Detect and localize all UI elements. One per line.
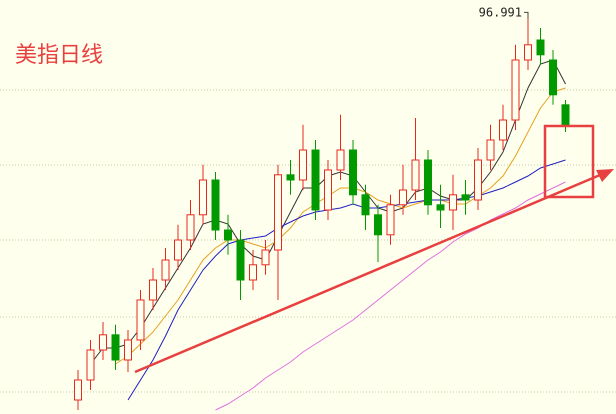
- candle: [111, 324, 120, 370]
- candle-body: [199, 179, 207, 216]
- candle: [436, 184, 445, 228]
- candle-body: [549, 59, 557, 96]
- candle: [199, 164, 207, 225]
- candle-body: [161, 259, 170, 281]
- candle-body: [336, 149, 345, 171]
- candle: [449, 174, 457, 230]
- moving-average-line: [127, 159, 566, 401]
- candle: [461, 180, 470, 215]
- candle-body: [124, 339, 132, 361]
- candle: [349, 140, 357, 205]
- candle-body: [236, 239, 245, 281]
- candle: [86, 340, 95, 390]
- candle-body: [286, 174, 295, 181]
- candle-body: [536, 39, 545, 56]
- candle-body: [211, 179, 220, 231]
- plot: [74, 12, 570, 411]
- candle: [399, 164, 407, 215]
- candle: [174, 224, 182, 270]
- trend-annotation: [134, 124, 614, 374]
- candle-body: [86, 349, 95, 381]
- moving-average-line: [115, 87, 566, 365]
- candle: [311, 140, 320, 220]
- candle-body: [349, 149, 357, 196]
- candle: [411, 118, 420, 200]
- candle: [386, 194, 395, 245]
- candle-body: [111, 334, 120, 361]
- annotation: 96.991: [479, 5, 522, 19]
- candle: [99, 322, 107, 360]
- candle: [549, 50, 557, 105]
- candle-body: [299, 149, 307, 181]
- candle: [424, 150, 432, 215]
- candle-body: [136, 299, 145, 341]
- candle: [511, 44, 520, 130]
- candle: [536, 28, 545, 65]
- candle: [149, 268, 157, 310]
- candle-body: [361, 194, 370, 216]
- candle: [486, 124, 495, 170]
- candle: [211, 172, 220, 240]
- candle: [161, 248, 170, 290]
- candle-body: [411, 159, 420, 191]
- chart-title: 美指日线: [15, 43, 103, 68]
- candle: [524, 12, 532, 70]
- candle-body: [436, 204, 445, 211]
- candle: [474, 148, 482, 210]
- candle: [324, 160, 332, 220]
- candle-body: [249, 264, 257, 281]
- candle: [286, 160, 295, 195]
- candle-body: [324, 169, 332, 211]
- candle-body: [511, 59, 520, 121]
- candle: [374, 204, 382, 262]
- candle-body: [274, 174, 282, 251]
- candle-body: [149, 279, 157, 301]
- candle-body: [224, 229, 232, 241]
- candle: [224, 214, 232, 255]
- candle: [136, 290, 145, 350]
- moving-average-line: [215, 181, 566, 411]
- candle-body: [474, 159, 482, 201]
- candle: [299, 124, 307, 190]
- candle-body: [461, 194, 470, 201]
- candle: [361, 184, 370, 230]
- candle-body: [561, 104, 570, 126]
- annotation-pointer: [524, 11, 529, 19]
- candle-body: [399, 189, 407, 206]
- candle-body: [186, 214, 195, 241]
- trend-line: [134, 173, 601, 374]
- candle: [249, 250, 257, 290]
- candle-body: [499, 119, 507, 141]
- trend-arrowhead: [596, 169, 614, 182]
- candle-body: [374, 214, 382, 236]
- candle-body: [261, 249, 270, 266]
- candle: [336, 114, 345, 180]
- candle: [74, 370, 82, 410]
- candle-body: [449, 194, 457, 211]
- candle: [236, 230, 245, 300]
- candle: [261, 240, 270, 275]
- candle-body: [386, 204, 395, 236]
- candle: [499, 104, 507, 150]
- candle-body: [174, 239, 182, 261]
- candle: [274, 164, 282, 300]
- candle-body: [524, 44, 532, 61]
- candle: [186, 200, 195, 250]
- candle-body: [311, 149, 320, 211]
- highlight-box: [543, 124, 595, 199]
- candle-body: [74, 379, 82, 401]
- candle-body: [486, 139, 495, 161]
- candle-body: [424, 159, 432, 206]
- candle: [124, 330, 132, 372]
- candle-body: [99, 334, 107, 351]
